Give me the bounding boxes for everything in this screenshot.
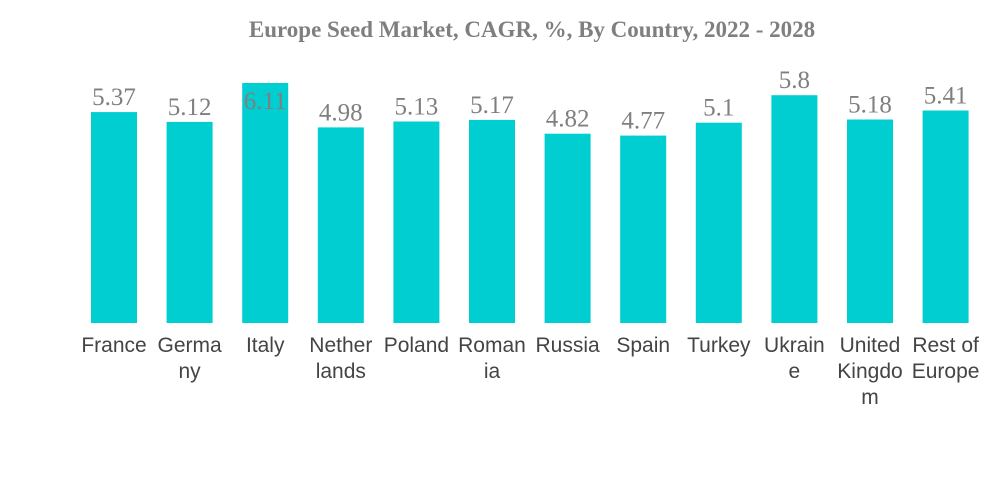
data-label: 4.98 xyxy=(319,99,363,126)
category-label-line: France xyxy=(81,334,146,357)
data-label: 5.12 xyxy=(168,94,212,121)
category-label-line: m xyxy=(861,386,879,409)
category-label-line: Roman xyxy=(458,334,526,357)
category-label: France xyxy=(81,334,146,357)
bars-group xyxy=(91,83,969,324)
category-labels-group: France Germa ny Italy Nether lands Poland Roman… xyxy=(81,334,979,409)
data-label: 5.1 xyxy=(703,95,734,122)
bar-rest-of-europe xyxy=(922,110,969,323)
category-label-line: ia xyxy=(484,360,501,383)
category-label: Italy xyxy=(246,334,285,357)
category-label-line: Turkey xyxy=(687,334,751,357)
data-label: 6.11 xyxy=(244,88,287,115)
category-label: Turkey xyxy=(687,334,751,357)
data-label: 4.82 xyxy=(546,106,590,133)
bar-turkey xyxy=(695,122,742,323)
category-label: Nether lands xyxy=(309,334,372,383)
category-label: Russia xyxy=(535,334,600,357)
data-label: 5.17 xyxy=(470,92,514,119)
category-label-line: e xyxy=(789,360,801,383)
category-label-line: Ukrain xyxy=(764,334,825,357)
data-label: 5.8 xyxy=(779,67,810,94)
category-label-line: Poland xyxy=(384,334,449,357)
category-label-line: ny xyxy=(179,360,202,383)
category-label: Rest of Europe xyxy=(912,334,980,383)
bar-united-kingdom xyxy=(847,119,893,323)
category-label: Ukrain e xyxy=(764,334,825,383)
category-label: Poland xyxy=(384,334,449,357)
bar-spain xyxy=(620,135,667,323)
category-label: United Kingdo m xyxy=(837,334,902,409)
category-label-line: Kingdo xyxy=(837,360,902,383)
category-label-line: Spain xyxy=(616,334,670,357)
data-label: 5.41 xyxy=(924,83,968,110)
value-labels-group: 5.37 5.12 6.11 4.98 5.13 5.17 4.82 4.77 5.1 5.8 5.… xyxy=(92,67,967,134)
data-label: 5.13 xyxy=(395,94,439,121)
category-label-line: Russia xyxy=(535,334,600,357)
category-label-line: lands xyxy=(316,360,366,383)
chart-title: Europe Seed Market, CAGR, %, By Country,… xyxy=(249,17,815,42)
category-label-line: Rest of xyxy=(912,334,979,357)
data-label: 5.18 xyxy=(848,92,892,119)
category-label-line: Nether xyxy=(309,334,372,357)
bar-romania xyxy=(469,119,515,324)
bar-ukraine xyxy=(771,95,818,323)
bar-poland xyxy=(393,121,440,323)
data-label: 4.77 xyxy=(621,108,665,135)
category-label-line: Germa xyxy=(158,334,223,357)
category-label: Roman ia xyxy=(458,334,526,383)
bar-netherlands xyxy=(317,127,364,324)
bar-germany xyxy=(166,121,213,324)
bar-russia xyxy=(544,133,591,323)
category-label-line: United xyxy=(840,334,901,357)
bar-france xyxy=(91,112,137,323)
category-label-line: Italy xyxy=(246,334,285,357)
data-label: 5.37 xyxy=(92,84,136,111)
category-label: Germa ny xyxy=(158,334,223,383)
category-label-line: Europe xyxy=(912,360,980,383)
category-label: Spain xyxy=(616,334,670,357)
bar-italy xyxy=(242,83,289,323)
